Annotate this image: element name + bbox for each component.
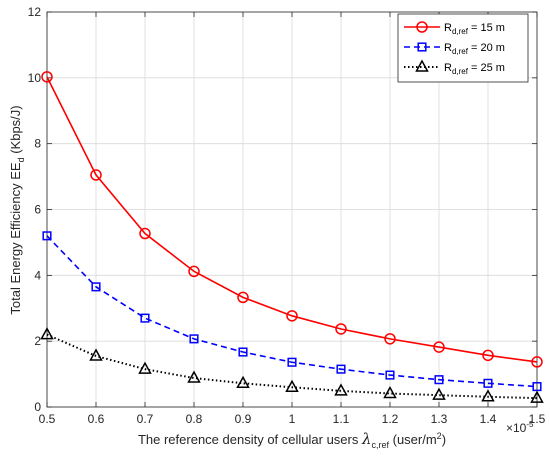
axis-labels: Total Energy Efficiency EEd (Kbps/J) The… xyxy=(8,105,534,450)
series-1-marker xyxy=(531,356,543,368)
series-2-marker xyxy=(238,347,248,357)
series-3 xyxy=(40,327,544,403)
series-1-marker xyxy=(90,169,102,181)
axes: 0.5 0.6 0.7 0.8 0.9 1 1.1 1.2 1.3 1.4 1.5 0 2 4 6 8 10 12 xyxy=(28,5,546,426)
legend-label-1: Rd,ref = 15 m xyxy=(444,22,505,36)
y-axis-label-suffix: (Kbps/J) xyxy=(8,105,23,157)
series-2-marker xyxy=(189,334,199,344)
x-tick-label: 0.9 xyxy=(235,412,252,426)
legend-label-main: R xyxy=(444,22,452,34)
series-1-line xyxy=(46,76,538,363)
plot-series xyxy=(40,71,544,403)
x-tick-label: 1 xyxy=(289,412,296,426)
x-tick-label: 0.6 xyxy=(88,412,105,426)
x-tick-label: 1.4 xyxy=(480,412,497,426)
series-1-marker xyxy=(237,291,249,304)
series-3-marker xyxy=(432,387,446,400)
series-2-marker xyxy=(434,375,444,385)
y-tick-label: 6 xyxy=(34,203,41,217)
legend-label-sub: d,ref xyxy=(452,47,469,56)
series-1-marker xyxy=(482,349,494,362)
legend-label-sub: d,ref xyxy=(452,67,469,76)
x-axis-exponent: ×10-5 xyxy=(506,420,534,435)
series-2-marker xyxy=(532,382,542,392)
series-2-marker xyxy=(140,313,150,323)
series-3-marker xyxy=(334,383,348,396)
series-2-marker xyxy=(336,364,346,374)
x-tick-label: 1.5 xyxy=(529,412,546,426)
y-axis-label-sub: d xyxy=(16,157,26,162)
y-tick-label: 2 xyxy=(34,334,41,348)
series-1-marker xyxy=(41,71,53,83)
legend-marker-3 xyxy=(415,59,429,72)
x-axis-label-symbol: λ xyxy=(361,430,372,448)
x-tick-label: 0.7 xyxy=(137,412,154,426)
series-2-marker xyxy=(483,378,493,388)
series-2-marker xyxy=(42,231,52,241)
series-2-marker xyxy=(91,282,101,292)
series-1-marker xyxy=(286,310,298,322)
series-1-marker xyxy=(335,323,347,335)
legend-label-main: R xyxy=(444,62,452,74)
series-2-marker xyxy=(385,370,395,380)
legend-label-3: Rd,ref = 25 m xyxy=(444,62,505,76)
series-3-marker xyxy=(285,379,299,392)
series-3-marker xyxy=(481,389,495,402)
x-tick-label: 1.1 xyxy=(333,412,350,426)
series-3-marker xyxy=(138,361,152,374)
series-2 xyxy=(42,231,542,392)
y-tick-label: 0 xyxy=(34,400,41,414)
series-3-marker xyxy=(40,327,54,340)
x-axis-label-prefix: The reference density of cellular users xyxy=(138,432,362,447)
legend-label-rest: = 15 m xyxy=(468,22,505,34)
legend-label-rest: = 25 m xyxy=(468,62,505,74)
x-tick-label: 0.8 xyxy=(186,412,203,426)
x-axis-label-unit-sup: 2 xyxy=(437,431,442,441)
series-1 xyxy=(41,71,543,368)
legend: Rd,ref = 15 mRd,ref = 20 mRd,ref = 25 m xyxy=(397,13,529,83)
x-axis-label-unit-close: ) xyxy=(442,432,446,447)
legend-label-sub: d,ref xyxy=(452,27,469,36)
x-tick-label: 0.5 xyxy=(39,412,56,426)
x-tick-label: 1.2 xyxy=(382,412,399,426)
y-axis-label: Total Energy Efficiency EEd (Kbps/J) xyxy=(8,105,26,314)
x-axis-exponent-base: ×10 xyxy=(506,421,527,435)
series-1-marker xyxy=(139,227,151,240)
legend-item-2: Rd,ref = 20 m xyxy=(404,42,505,56)
series-2-marker xyxy=(287,357,297,367)
series-1-marker xyxy=(384,333,396,345)
legend-marker-1 xyxy=(416,21,428,33)
series-3-line xyxy=(46,333,538,400)
series-3-marker xyxy=(187,370,201,383)
legend-label-2: Rd,ref = 20 m xyxy=(444,42,505,56)
x-axis-label-unit-open: (user/m xyxy=(389,432,437,447)
series-3-marker xyxy=(236,375,250,389)
legend-label-rest: = 20 m xyxy=(468,42,505,54)
y-axis-label-prefix: Total Energy Efficiency EE xyxy=(8,162,23,315)
y-tick-label: 4 xyxy=(34,268,41,282)
series-3-marker xyxy=(89,348,103,361)
legend-marker-2 xyxy=(417,42,427,52)
series-3-marker xyxy=(383,385,397,399)
x-tick-label: 1.3 xyxy=(431,412,448,426)
legend-item-1: Rd,ref = 15 m xyxy=(404,21,505,36)
x-axis-exponent-power: -5 xyxy=(526,420,534,429)
series-2-line xyxy=(46,235,538,388)
y-tick-label: 10 xyxy=(28,71,42,85)
legend-item-3: Rd,ref = 25 m xyxy=(404,59,505,76)
series-1-marker xyxy=(433,341,445,353)
x-axis-label: The reference density of cellular users … xyxy=(138,430,446,450)
y-tick-label: 12 xyxy=(28,5,42,19)
y-tick-label: 8 xyxy=(34,137,41,151)
series-1-marker xyxy=(188,265,200,278)
x-axis-label-symbol-sub: c,ref xyxy=(371,440,389,450)
legend-label-main: R xyxy=(444,42,452,54)
series-3-marker xyxy=(530,390,544,403)
